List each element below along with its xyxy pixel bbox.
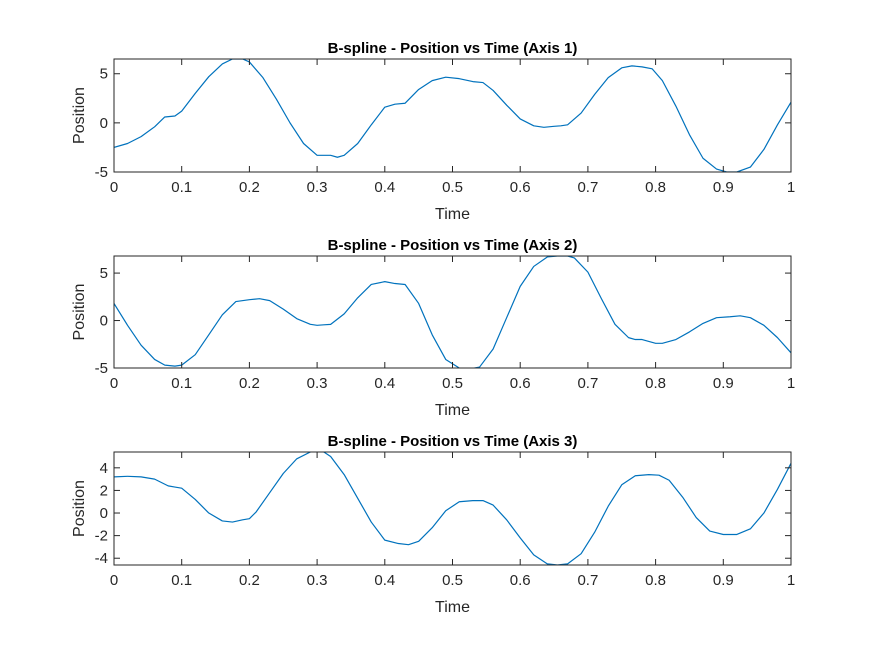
- x-tick-label: 0.4: [374, 572, 395, 589]
- x-tick-label: 0.3: [307, 572, 328, 589]
- y-tick-label: -5: [95, 360, 108, 377]
- x-tick-label: 0.8: [645, 179, 666, 196]
- chart-panel-2: 0 0.1 0.2 0.3 0.4 0.5 0.6 0.7 0.8 0.9 1-505B-splin…: [71, 237, 795, 419]
- x-tick-label: 0.7: [577, 179, 598, 196]
- x-tick-label: 1: [787, 375, 795, 392]
- x-tick-label: 0.4: [374, 375, 395, 392]
- x-axis-label: Time: [435, 402, 470, 419]
- x-tick-label: 0.2: [239, 179, 260, 196]
- series-line-1: [114, 59, 791, 172]
- x-tick-label: 0.6: [510, 572, 531, 589]
- x-tick-label: 0.3: [307, 179, 328, 196]
- x-tick-label: 0: [110, 375, 118, 392]
- x-tick-label: 0.6: [510, 179, 531, 196]
- x-tick-label: 0.1: [171, 179, 192, 196]
- y-tick-label: 0: [100, 115, 108, 132]
- y-tick-label: 4: [100, 460, 108, 477]
- x-tick-label: 0.8: [645, 572, 666, 589]
- series-line-1: [114, 256, 791, 368]
- chart-panel-3: 0 0.1 0.2 0.3 0.4 0.5 0.6 0.7 0.8 0.9 1 -4 -2 0 2 4 B-sp…: [71, 433, 795, 616]
- y-tick-label: 5: [100, 66, 108, 83]
- x-tick-label: 0.7: [577, 572, 598, 589]
- x-tick-label: 0.9: [713, 375, 734, 392]
- x-tick-label: 0.1: [171, 572, 192, 589]
- plot-area: [114, 256, 791, 368]
- series-line-1: [114, 452, 791, 565]
- x-tick-label: 0.5: [442, 179, 463, 196]
- y-tick-label: 0: [100, 505, 108, 522]
- x-tick-label: 0.1: [171, 375, 192, 392]
- y-tick-label: -2: [95, 528, 108, 545]
- x-axis-label: Time: [435, 599, 470, 616]
- y-tick-label: -4: [95, 550, 108, 567]
- y-axis-label: Position: [71, 480, 88, 537]
- x-tick-label: 0.7: [577, 375, 598, 392]
- y-tick-label: 0: [100, 313, 108, 330]
- x-tick-label: 0.5: [442, 572, 463, 589]
- y-axis-label: Position: [71, 87, 88, 144]
- y-tick-label: 2: [100, 482, 108, 499]
- chart-title: B-spline - Position vs Time (Axis 1): [328, 40, 578, 57]
- x-axis-label: Time: [435, 206, 470, 223]
- x-tick-label: 0.8: [645, 375, 666, 392]
- x-tick-label: 0.9: [713, 572, 734, 589]
- x-tick-label: 0.2: [239, 572, 260, 589]
- x-tick-label: 0.5: [442, 375, 463, 392]
- x-tick-label: 1: [787, 179, 795, 196]
- y-axis-label: Position: [71, 284, 88, 341]
- chart-title: B-spline - Position vs Time (Axis 3): [328, 433, 578, 450]
- x-tick-label: 0.2: [239, 375, 260, 392]
- x-tick-label: 1: [787, 572, 795, 589]
- x-tick-label: 0.3: [307, 375, 328, 392]
- chart-title: B-spline - Position vs Time (Axis 2): [328, 237, 578, 254]
- y-tick-label: 5: [100, 265, 108, 282]
- x-tick-label: 0.9: [713, 179, 734, 196]
- x-tick-label: 0.4: [374, 179, 395, 196]
- x-tick-label: 0.6: [510, 375, 531, 392]
- x-tick-label: 0: [110, 572, 118, 589]
- chart-panel-1: 0 0.1 0.2 0.3 0.4 0.5 0.6 0.7 0.8 0.9 1-505B-splin…: [71, 40, 795, 223]
- plot-area: [114, 59, 791, 172]
- plot-area: [114, 452, 791, 565]
- y-tick-label: -5: [95, 164, 108, 181]
- x-tick-label: 0: [110, 179, 118, 196]
